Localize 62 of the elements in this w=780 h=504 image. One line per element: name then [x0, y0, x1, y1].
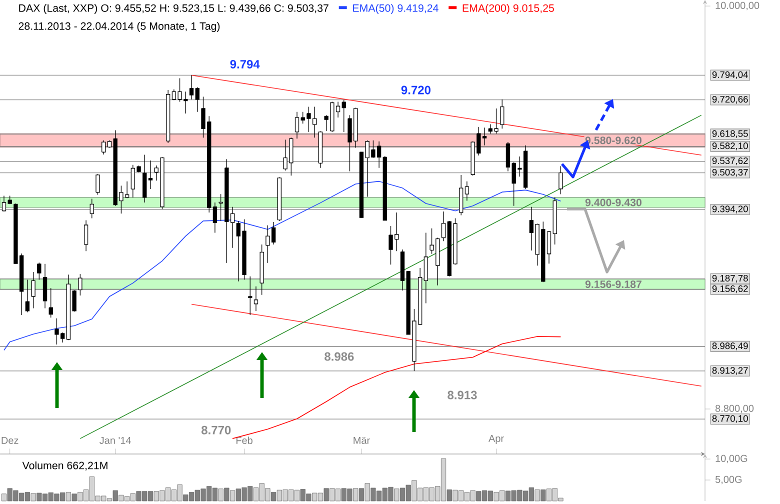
y-tick-label: 5,00G	[715, 476, 742, 484]
candlestick	[506, 142, 510, 172]
chart-title: DAX (Last, XXP) O: 9.455,52 H: 9.523,15 L: 9.439,66 C: 9.503,37	[19, 4, 328, 14]
candlestick	[37, 262, 42, 280]
candlestick	[212, 202, 218, 234]
candlestick	[25, 279, 30, 313]
candlestick	[294, 111, 300, 140]
candlestick	[102, 140, 106, 155]
candlestick	[84, 220, 88, 252]
band-label: 9.580-9.620	[585, 136, 642, 144]
line-series	[4, 180, 562, 351]
candlestick	[31, 272, 36, 309]
x-tick-label: Apr	[488, 435, 504, 444]
x-tick-label: Mär	[354, 436, 370, 444]
annotation: 8.986	[324, 352, 354, 361]
candlestick	[148, 160, 153, 190]
candlestick	[48, 288, 53, 318]
ref-line-label: 8.770,10	[712, 415, 748, 423]
annotation: 9.720	[401, 86, 431, 94]
annotation: 8.913	[448, 390, 477, 400]
candlestick	[189, 74, 194, 100]
candlestick	[342, 100, 346, 132]
x-tick-label: Dez	[2, 436, 18, 444]
candlestick	[500, 99, 504, 129]
candlestick	[558, 166, 563, 195]
ref-line-label: 9.618,55	[712, 130, 748, 138]
y-tick-label: 10.000,00	[716, 2, 760, 10]
candlestick	[78, 274, 82, 296]
x-tick-label: Feb	[236, 436, 252, 444]
candlestick	[96, 174, 100, 196]
candlestick	[2, 195, 6, 212]
candlestick	[195, 86, 200, 112]
ref-line-label: 9.537,62	[712, 157, 748, 166]
annotation: 8.770	[202, 426, 231, 434]
candlestick	[90, 198, 94, 219]
ref-line-label: 9.720,66	[712, 96, 748, 104]
legend-label: EMA(200) 9.015,25	[462, 4, 554, 14]
candlestick	[546, 230, 552, 264]
ref-line-label: 9.582,10	[712, 142, 748, 150]
ref-line-label: 9.394,20	[712, 206, 748, 214]
ref-line-label: 9.156,62	[712, 285, 748, 294]
candlestick	[254, 286, 258, 312]
band-label: 9.156-9.187	[585, 280, 642, 288]
candlestick	[464, 180, 470, 202]
annotation: 9.794	[230, 60, 260, 68]
legend-label: EMA(50) 9.419,24	[353, 4, 438, 14]
ref-line-label: 8.913,27	[712, 367, 748, 375]
y-tick-label: 8.800,00	[715, 404, 754, 414]
y-tick-label: 10,00G	[716, 454, 748, 464]
band-label: 9.400-9.430	[585, 198, 642, 206]
ref-line-label: 9.187,78	[712, 274, 748, 283]
x-tick-label: Jan '14	[100, 436, 131, 444]
ref-line-label: 9.503,37	[712, 168, 748, 177]
candlestick	[248, 276, 252, 316]
text: 28.11.2013 - 22.04.2014 (5 Monate, 1 Tag)	[18, 22, 220, 32]
candlestick	[424, 232, 428, 304]
candlestick	[42, 264, 48, 309]
text: Volumen 662,21M	[22, 461, 108, 471]
candlestick	[184, 91, 188, 114]
candlestick	[441, 211, 446, 242]
ref-line-label: 8.986,49	[712, 342, 748, 350]
ref-line-label: 9.794,04	[712, 71, 748, 80]
